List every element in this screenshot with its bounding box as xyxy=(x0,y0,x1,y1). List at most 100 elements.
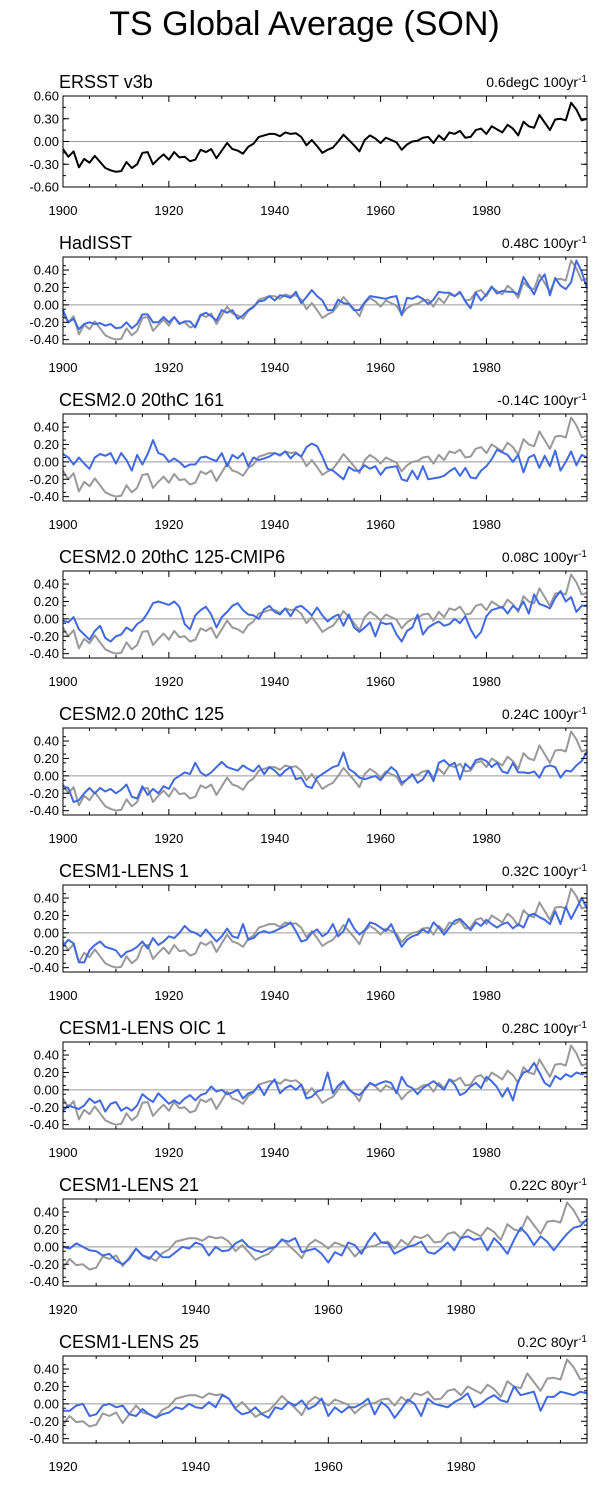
x-tick-label: 1900 xyxy=(49,203,78,218)
y-tick-label: 0.20 xyxy=(34,1379,59,1394)
x-tick-label: 1940 xyxy=(260,517,289,532)
panel-title: CESM1-LENS 21 xyxy=(59,1175,199,1195)
panel-title: CESM1-LENS 1 xyxy=(59,861,189,881)
reference-series-line xyxy=(62,1358,588,1428)
x-tick-label: 1960 xyxy=(366,360,395,375)
y-tick-label: 0.30 xyxy=(34,111,59,126)
y-tick-label: 0.40 xyxy=(34,577,59,592)
panel-trend: 0.48C 100yr-1 xyxy=(502,235,588,252)
panel-9: CESM1-LENS 25 0.2C 80yr-1 0.40 0.20 0.00 -0.2… xyxy=(29,1332,588,1474)
panel-trend: 0.22C 80yr-1 xyxy=(510,1177,588,1194)
x-tick-label: 1920 xyxy=(154,831,183,846)
x-tick-label: 1980 xyxy=(472,517,501,532)
trend-exponent: -1 xyxy=(578,1334,587,1345)
x-tick-label: 1980 xyxy=(472,831,501,846)
x-tick-label: 1940 xyxy=(260,360,289,375)
y-tick-label: 0.00 xyxy=(34,134,59,149)
plot-frame xyxy=(62,884,588,973)
y-tick-label: -0.20 xyxy=(29,943,59,958)
panel-title: CESM2.0 20thC 161 xyxy=(59,390,224,410)
x-tick-label: 1940 xyxy=(260,988,289,1003)
panel-title: CESM2.0 20thC 125-CMIP6 xyxy=(59,547,285,567)
reference-series-line xyxy=(62,730,588,812)
y-tick-label: 0.20 xyxy=(34,751,59,766)
x-tick-label: 1920 xyxy=(49,1459,78,1474)
x-tick-label: 1980 xyxy=(472,1145,501,1160)
panel-4: CESM2.0 20thC 125-CMIP6 0.08C 100yr-1 0.40… xyxy=(29,547,588,689)
y-tick-label: -0.20 xyxy=(29,315,59,330)
x-tick-label: 1980 xyxy=(472,203,501,218)
plot-frame xyxy=(62,1041,588,1130)
panel-title: HadISST xyxy=(59,233,132,253)
x-tick-label: 1960 xyxy=(366,831,395,846)
y-tick-label: -0.20 xyxy=(29,1257,59,1272)
y-tick-label: 0.00 xyxy=(34,611,59,626)
y-tick-label: -0.40 xyxy=(29,1431,59,1446)
plot-frame xyxy=(62,256,588,345)
y-tick-label: 0.00 xyxy=(34,768,59,783)
x-tick-label: 1980 xyxy=(472,988,501,1003)
panel-title: CESM2.0 20thC 125 xyxy=(59,704,224,724)
y-tick-label: -0.40 xyxy=(29,1274,59,1289)
y-tick-label: 0.00 xyxy=(34,454,59,469)
x-tick-label: 1940 xyxy=(260,1145,289,1160)
x-tick-label: 1920 xyxy=(154,517,183,532)
trend-value: 0.48C 100yr xyxy=(502,235,579,251)
y-tick-label: -0.60 xyxy=(29,180,59,195)
x-tick-label: 1960 xyxy=(366,203,395,218)
x-tick-label: 1920 xyxy=(154,674,183,689)
x-tick-label: 1920 xyxy=(154,360,183,375)
y-tick-label: 0.20 xyxy=(34,594,59,609)
x-tick-label: 1920 xyxy=(154,1145,183,1160)
panel-6: CESM1-LENS 1 0.32C 100yr-1 0.40 0.20 0.00 -0.… xyxy=(29,861,588,1003)
trend-exponent: -1 xyxy=(578,392,587,403)
y-tick-label: 0.40 xyxy=(34,891,59,906)
trend-value: 0.28C 100yr xyxy=(502,1020,579,1036)
trend-exponent: -1 xyxy=(578,74,587,85)
x-tick-label: 1920 xyxy=(154,988,183,1003)
panel-trend: 0.24C 100yr-1 xyxy=(502,706,588,723)
y-tick-label: 0.00 xyxy=(34,1396,59,1411)
y-tick-label: 0.40 xyxy=(34,1048,59,1063)
panel-trend: -0.14C 100yr-1 xyxy=(497,392,587,409)
y-tick-label: -0.40 xyxy=(29,960,59,975)
reference-series-line xyxy=(62,416,588,498)
x-tick-label: 1900 xyxy=(49,360,78,375)
model-series-line xyxy=(62,751,588,803)
y-tick-label: -0.20 xyxy=(29,786,59,801)
y-tick-label: 0.20 xyxy=(34,280,59,295)
model-series-line xyxy=(62,590,587,643)
x-tick-label: 1940 xyxy=(260,831,289,846)
trend-value: 0.24C 100yr xyxy=(502,706,579,722)
obs-series-line xyxy=(62,101,588,173)
reference-series-line xyxy=(62,887,588,969)
trend-exponent: -1 xyxy=(578,1177,587,1188)
panel-trend: 0.32C 100yr-1 xyxy=(502,863,588,880)
panel-2: HadISST 0.48C 100yr-1 0.40 0.20 0.00 -0.20 -0.… xyxy=(29,233,588,375)
model-series-line xyxy=(62,1061,588,1113)
y-tick-label: 0.00 xyxy=(34,1082,59,1097)
x-tick-label: 1940 xyxy=(181,1459,210,1474)
x-tick-label: 1980 xyxy=(472,674,501,689)
trend-value: 0.22C 80yr xyxy=(510,1177,579,1193)
y-tick-label: 0.20 xyxy=(34,908,59,923)
reference-series-line xyxy=(62,259,588,341)
panel-title: ERSST v3b xyxy=(59,72,153,92)
y-tick-label: 0.60 xyxy=(34,89,59,104)
panel-trend: 0.2C 80yr-1 xyxy=(517,1334,587,1351)
panel-5: CESM2.0 20thC 125 0.24C 100yr-1 0.40 0.20 0.… xyxy=(29,704,588,846)
figure-title: TS Global Average (SON) xyxy=(109,5,500,43)
x-tick-label: 1980 xyxy=(447,1459,476,1474)
y-tick-label: -0.40 xyxy=(29,332,59,347)
model-series-line xyxy=(63,1385,588,1419)
x-tick-label: 1960 xyxy=(366,517,395,532)
y-tick-label: -0.20 xyxy=(29,472,59,487)
x-tick-label: 1960 xyxy=(314,1302,343,1317)
trend-value: 0.6degC 100yr xyxy=(486,74,578,90)
x-tick-label: 1960 xyxy=(366,988,395,1003)
trend-exponent: -1 xyxy=(578,549,587,560)
plot-frame xyxy=(62,570,588,659)
y-tick-label: 0.40 xyxy=(34,420,59,435)
plot-frame xyxy=(62,1198,588,1287)
